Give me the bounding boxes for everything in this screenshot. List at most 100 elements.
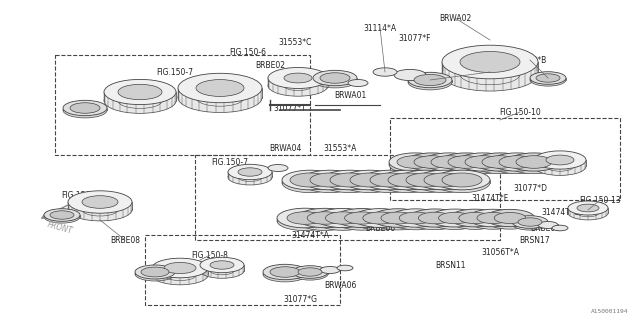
Ellipse shape <box>104 79 176 105</box>
Ellipse shape <box>442 173 482 187</box>
Ellipse shape <box>268 75 328 96</box>
Ellipse shape <box>394 69 426 81</box>
Ellipse shape <box>135 265 175 279</box>
Ellipse shape <box>477 212 509 224</box>
Ellipse shape <box>302 173 358 193</box>
Text: BRBE06: BRBE06 <box>365 223 395 233</box>
Ellipse shape <box>380 170 436 190</box>
Bar <box>390 118 620 200</box>
Text: FIG.150-6: FIG.150-6 <box>230 47 266 57</box>
Ellipse shape <box>442 45 538 79</box>
Ellipse shape <box>282 170 338 190</box>
Ellipse shape <box>406 156 458 174</box>
Text: 31114*A: 31114*A <box>364 23 397 33</box>
Text: BRWA02: BRWA02 <box>439 13 471 22</box>
Ellipse shape <box>494 212 526 224</box>
Ellipse shape <box>200 257 244 273</box>
Ellipse shape <box>284 73 312 83</box>
Text: BRWA04: BRWA04 <box>269 143 301 153</box>
Ellipse shape <box>465 156 501 168</box>
Ellipse shape <box>530 72 566 84</box>
Text: 31474T*F: 31474T*F <box>472 194 509 203</box>
Ellipse shape <box>268 164 288 172</box>
Ellipse shape <box>238 168 262 176</box>
Ellipse shape <box>371 212 424 230</box>
Ellipse shape <box>68 198 132 221</box>
Polygon shape <box>68 202 132 210</box>
Ellipse shape <box>320 267 340 274</box>
Ellipse shape <box>460 52 520 73</box>
Ellipse shape <box>178 83 262 113</box>
Ellipse shape <box>277 208 333 228</box>
Ellipse shape <box>482 156 518 168</box>
Ellipse shape <box>438 212 472 224</box>
Ellipse shape <box>373 68 397 76</box>
Ellipse shape <box>228 170 272 185</box>
Ellipse shape <box>474 153 526 171</box>
Ellipse shape <box>499 156 535 168</box>
Ellipse shape <box>398 173 454 193</box>
Ellipse shape <box>362 170 418 190</box>
Text: BRSN17: BRSN17 <box>520 236 550 244</box>
Polygon shape <box>568 208 608 213</box>
Polygon shape <box>534 160 586 166</box>
Text: BRSN11: BRSN11 <box>435 260 465 269</box>
Ellipse shape <box>397 156 433 168</box>
Text: BRBE04: BRBE04 <box>475 68 505 76</box>
Ellipse shape <box>302 170 358 190</box>
Ellipse shape <box>568 201 608 215</box>
Ellipse shape <box>450 212 500 229</box>
Ellipse shape <box>424 173 464 187</box>
Ellipse shape <box>457 156 509 174</box>
Ellipse shape <box>263 264 307 280</box>
Ellipse shape <box>310 173 350 187</box>
Ellipse shape <box>546 155 574 165</box>
Ellipse shape <box>363 212 397 224</box>
Text: 31474T*A: 31474T*A <box>291 230 329 239</box>
Ellipse shape <box>282 173 338 193</box>
Ellipse shape <box>423 153 475 171</box>
Bar <box>145 235 340 305</box>
Ellipse shape <box>429 209 481 227</box>
Ellipse shape <box>313 73 357 88</box>
Ellipse shape <box>44 211 80 223</box>
Ellipse shape <box>298 211 353 230</box>
Ellipse shape <box>316 208 371 228</box>
Ellipse shape <box>178 73 262 103</box>
Ellipse shape <box>313 70 357 86</box>
Bar <box>55 55 310 155</box>
Ellipse shape <box>442 58 538 91</box>
Ellipse shape <box>390 212 442 230</box>
Text: 31553*C: 31553*C <box>278 37 312 46</box>
Ellipse shape <box>330 173 370 187</box>
Text: 31056T*A: 31056T*A <box>481 247 519 257</box>
Ellipse shape <box>337 265 353 271</box>
Text: FIG.150-10: FIG.150-10 <box>499 108 541 116</box>
Ellipse shape <box>344 212 380 224</box>
Ellipse shape <box>406 173 446 187</box>
Ellipse shape <box>325 212 360 224</box>
Ellipse shape <box>380 173 436 193</box>
Ellipse shape <box>534 151 586 169</box>
Ellipse shape <box>409 209 461 227</box>
Ellipse shape <box>450 209 500 227</box>
Ellipse shape <box>348 79 368 86</box>
Ellipse shape <box>516 156 552 168</box>
Ellipse shape <box>440 156 492 174</box>
Ellipse shape <box>552 225 568 231</box>
Ellipse shape <box>381 212 415 224</box>
Ellipse shape <box>508 156 560 174</box>
Ellipse shape <box>416 173 472 193</box>
Ellipse shape <box>44 209 80 221</box>
Ellipse shape <box>292 266 328 278</box>
Ellipse shape <box>164 262 196 274</box>
Polygon shape <box>228 172 272 177</box>
Ellipse shape <box>342 170 398 190</box>
Ellipse shape <box>290 173 330 187</box>
Ellipse shape <box>508 153 560 171</box>
Text: BRWA01: BRWA01 <box>334 91 366 100</box>
Ellipse shape <box>152 265 208 285</box>
Ellipse shape <box>389 156 441 174</box>
Ellipse shape <box>104 88 176 113</box>
Ellipse shape <box>322 173 378 193</box>
